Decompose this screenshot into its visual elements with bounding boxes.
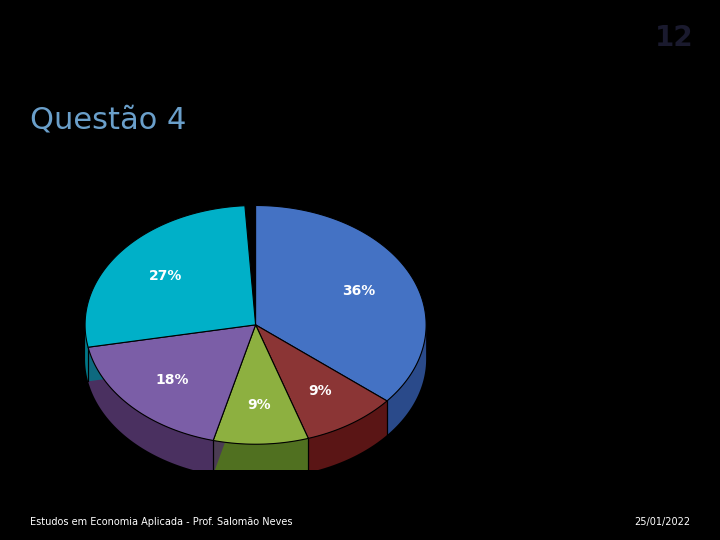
Text: Estudos em Economia Aplicada - Prof. Salomão Neves: Estudos em Economia Aplicada - Prof. Sal… xyxy=(30,517,292,527)
Polygon shape xyxy=(256,359,308,472)
Polygon shape xyxy=(213,438,308,478)
Text: 12: 12 xyxy=(654,24,693,51)
Polygon shape xyxy=(85,325,88,381)
Polygon shape xyxy=(213,325,308,444)
Text: 36%: 36% xyxy=(342,284,376,298)
Polygon shape xyxy=(213,359,256,475)
Polygon shape xyxy=(387,326,426,435)
Text: 9%: 9% xyxy=(308,384,332,398)
Polygon shape xyxy=(256,206,426,401)
Polygon shape xyxy=(256,359,387,435)
Text: 27%: 27% xyxy=(148,269,182,283)
Text: 25/01/2022: 25/01/2022 xyxy=(634,517,690,527)
Polygon shape xyxy=(308,401,387,472)
Polygon shape xyxy=(85,206,256,347)
Polygon shape xyxy=(88,347,256,381)
Polygon shape xyxy=(88,347,213,475)
Polygon shape xyxy=(88,325,256,441)
Polygon shape xyxy=(88,347,256,381)
Polygon shape xyxy=(256,359,308,472)
Text: 18%: 18% xyxy=(156,373,189,387)
Polygon shape xyxy=(256,325,387,438)
Polygon shape xyxy=(213,359,256,475)
Text: 9%: 9% xyxy=(248,398,271,412)
Text: Questão 4: Questão 4 xyxy=(30,105,186,134)
Polygon shape xyxy=(256,359,387,435)
